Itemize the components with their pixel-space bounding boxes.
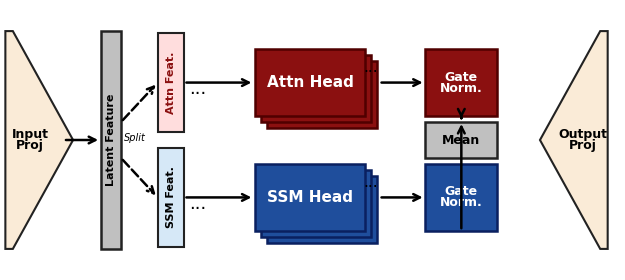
Text: Attn Feat.: Attn Feat.	[166, 52, 176, 114]
Polygon shape	[6, 31, 73, 249]
Text: Norm.: Norm.	[440, 196, 483, 209]
FancyBboxPatch shape	[426, 164, 497, 231]
Polygon shape	[540, 31, 608, 249]
FancyBboxPatch shape	[158, 148, 184, 247]
FancyBboxPatch shape	[101, 31, 121, 249]
Text: Split: Split	[124, 133, 146, 143]
FancyBboxPatch shape	[255, 164, 365, 231]
FancyBboxPatch shape	[158, 33, 184, 132]
FancyBboxPatch shape	[261, 55, 371, 122]
FancyBboxPatch shape	[268, 176, 377, 243]
Text: ···: ···	[189, 200, 206, 218]
Text: ···: ···	[363, 180, 378, 195]
FancyBboxPatch shape	[268, 61, 377, 128]
Text: Proj: Proj	[569, 139, 597, 152]
Text: Latent Feature: Latent Feature	[106, 94, 116, 186]
FancyBboxPatch shape	[261, 170, 371, 237]
Text: Proj: Proj	[16, 139, 44, 152]
Text: ···: ···	[363, 65, 378, 80]
FancyBboxPatch shape	[426, 122, 497, 158]
Text: Gate: Gate	[445, 71, 478, 84]
Text: Gate: Gate	[445, 185, 478, 199]
Text: Input: Input	[12, 128, 49, 141]
FancyBboxPatch shape	[426, 49, 497, 116]
Text: Mean: Mean	[442, 134, 481, 146]
Text: Norm.: Norm.	[440, 81, 483, 95]
Text: SSM Head: SSM Head	[267, 190, 353, 205]
Text: Output: Output	[558, 128, 608, 141]
FancyBboxPatch shape	[255, 49, 365, 116]
Text: SSM Feat.: SSM Feat.	[166, 167, 176, 228]
Text: ···: ···	[189, 85, 206, 103]
Text: Attn Head: Attn Head	[267, 75, 354, 90]
